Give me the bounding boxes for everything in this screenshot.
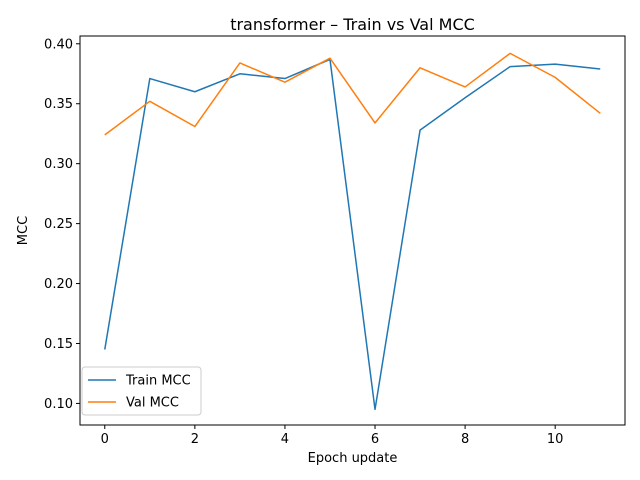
y-tick-label: 0.10: [44, 397, 73, 412]
y-tick-label: 0.35: [44, 97, 73, 112]
axes-frame: [79, 35, 626, 426]
y-tick-label: 0.30: [44, 157, 73, 172]
y-axis-label: MCC: [16, 216, 31, 245]
legend-box: [81, 366, 202, 416]
y-tick-label: 0.40: [44, 37, 73, 52]
val-mcc-line: [104, 52, 601, 136]
x-axis-ticks: 0 2 4 6 8 10: [101, 425, 564, 447]
y-tick-label: 0.15: [44, 337, 73, 352]
x-tick-label: 10: [547, 432, 564, 447]
y-axis-ticks: 0.10 0.15 0.20 0.25 0.30 0.35 0.40: [44, 37, 80, 412]
x-tick-label: 8: [461, 432, 469, 447]
legend-label-val-mcc: Val MCC: [126, 396, 179, 411]
chart-title: transformer – Train vs Val MCC: [230, 15, 475, 34]
y-tick-label: 0.20: [44, 277, 73, 292]
x-axis-label: Epoch update: [308, 451, 398, 466]
y-tick-label: 0.25: [44, 217, 73, 232]
x-tick-label: 6: [371, 432, 379, 447]
x-tick-label: 0: [101, 432, 109, 447]
plot-area: [104, 52, 601, 411]
legend-label-train-mcc: Train MCC: [125, 374, 191, 389]
x-tick-label: 4: [281, 432, 289, 447]
train-mcc-line: [104, 58, 601, 411]
legend: Train MCC Val MCC: [81, 366, 202, 416]
x-tick-label: 2: [191, 432, 199, 447]
